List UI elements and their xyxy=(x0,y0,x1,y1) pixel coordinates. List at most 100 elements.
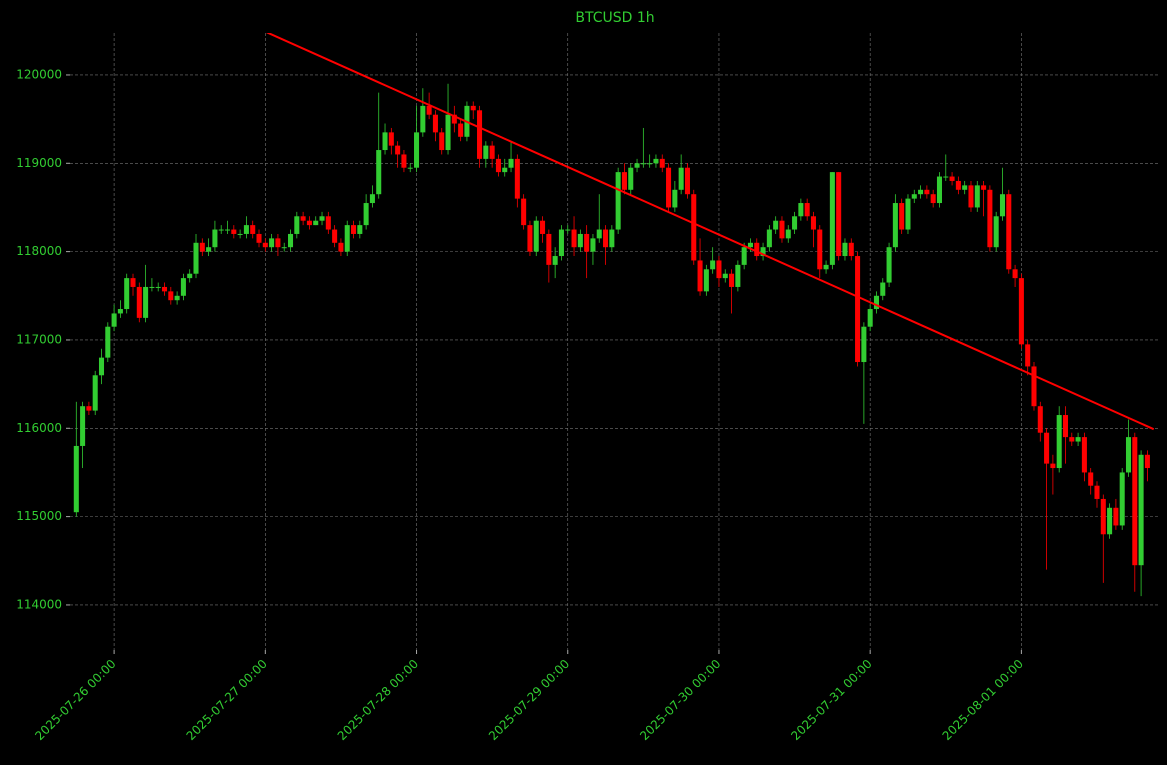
candle-body xyxy=(1012,269,1018,279)
candle-body xyxy=(722,273,728,279)
candle-body xyxy=(615,172,621,230)
candle-body xyxy=(256,233,262,243)
candle-body xyxy=(357,225,363,234)
candle-body xyxy=(1144,454,1150,469)
candle-body xyxy=(1132,437,1138,566)
candle-body xyxy=(565,229,571,231)
candle-body xyxy=(1094,485,1100,499)
candle-body xyxy=(804,203,810,217)
x-tick-label: 2025-08-01 00:00 xyxy=(940,657,1026,743)
candle-body xyxy=(1088,472,1094,486)
candle-body xyxy=(729,273,735,287)
candle-body xyxy=(161,286,168,292)
candle-body xyxy=(1107,507,1113,535)
candle-body xyxy=(684,167,690,195)
y-tick-label: 119000 xyxy=(16,156,62,170)
candle-body xyxy=(540,220,546,234)
candle-body xyxy=(558,229,564,257)
candle-body xyxy=(483,145,489,159)
candle-body xyxy=(747,242,753,248)
candle-body xyxy=(918,189,924,195)
candle-body xyxy=(1018,278,1024,345)
x-tick-label: 2025-07-30 00:00 xyxy=(637,657,723,743)
candle-body xyxy=(949,176,955,181)
candle-body xyxy=(73,445,79,513)
candle-body xyxy=(426,105,432,115)
candle-body xyxy=(666,167,672,208)
candle-body xyxy=(80,406,86,446)
candle-body xyxy=(231,229,237,234)
candle-body xyxy=(313,220,319,226)
candle-body xyxy=(281,247,287,249)
candle-body xyxy=(98,357,105,376)
candle-body xyxy=(369,194,375,204)
candle-body xyxy=(187,273,193,279)
candle-body xyxy=(659,158,665,168)
candle-body xyxy=(855,256,861,363)
candle-body xyxy=(199,242,205,252)
candle-body xyxy=(584,233,590,252)
x-tick-label: 2025-07-31 00:00 xyxy=(788,657,874,743)
candle-body xyxy=(710,260,716,270)
chart-title: BTCUSD 1h xyxy=(575,10,654,26)
candle-body xyxy=(237,233,243,235)
candle-body xyxy=(981,185,987,190)
candle-body xyxy=(1075,437,1081,442)
candle-body xyxy=(703,269,709,292)
y-tick-label: 120000 xyxy=(16,67,62,81)
candle-body xyxy=(401,154,407,168)
candle-body xyxy=(1069,437,1075,442)
candle-body xyxy=(798,203,804,217)
candle-body xyxy=(773,220,779,230)
candle-body xyxy=(735,264,741,287)
candle-body xyxy=(621,172,627,190)
y-tick-label: 114000 xyxy=(16,597,62,611)
candle-body xyxy=(92,375,98,411)
candle-body xyxy=(943,176,949,178)
candle-body xyxy=(143,286,149,318)
candle-body xyxy=(477,110,483,159)
candle-body xyxy=(527,225,533,252)
candle-body xyxy=(779,220,785,239)
candle-body xyxy=(306,220,312,226)
candle-body xyxy=(1050,463,1056,469)
candle-body xyxy=(861,326,867,363)
candle-body xyxy=(974,185,980,208)
candle-body xyxy=(351,225,357,234)
candle-body xyxy=(993,216,999,248)
candle-body xyxy=(766,229,772,248)
candle-body xyxy=(193,242,199,274)
candle-body xyxy=(86,406,92,411)
candle-body xyxy=(899,203,905,230)
candle-body xyxy=(149,286,155,288)
candle-body xyxy=(1031,366,1037,407)
candle-body xyxy=(262,242,268,248)
candle-body xyxy=(521,198,527,226)
candle-body xyxy=(288,233,294,248)
candle-body xyxy=(672,189,678,208)
candle-body xyxy=(395,145,401,155)
candle-body xyxy=(829,172,835,265)
candle-body xyxy=(886,247,892,283)
candle-body xyxy=(647,163,653,165)
candle-body xyxy=(930,194,936,204)
candle-body xyxy=(111,313,117,327)
candle-body xyxy=(987,189,993,248)
candle-body xyxy=(653,158,659,164)
candle-body xyxy=(319,216,325,221)
candle-body xyxy=(338,242,344,252)
candle-body xyxy=(117,309,123,314)
candle-body xyxy=(382,132,388,151)
candle-body xyxy=(924,189,930,195)
x-tick-label: 2025-07-29 00:00 xyxy=(486,657,572,743)
candle-body xyxy=(174,295,180,301)
candle-body xyxy=(168,291,174,301)
candle-body xyxy=(451,114,457,124)
candle-body xyxy=(458,123,464,137)
x-tick-label: 2025-07-26 00:00 xyxy=(32,657,118,743)
candle-body xyxy=(760,247,766,257)
candle-body xyxy=(609,229,615,248)
candle-body xyxy=(250,225,256,234)
candle-body xyxy=(962,185,968,190)
